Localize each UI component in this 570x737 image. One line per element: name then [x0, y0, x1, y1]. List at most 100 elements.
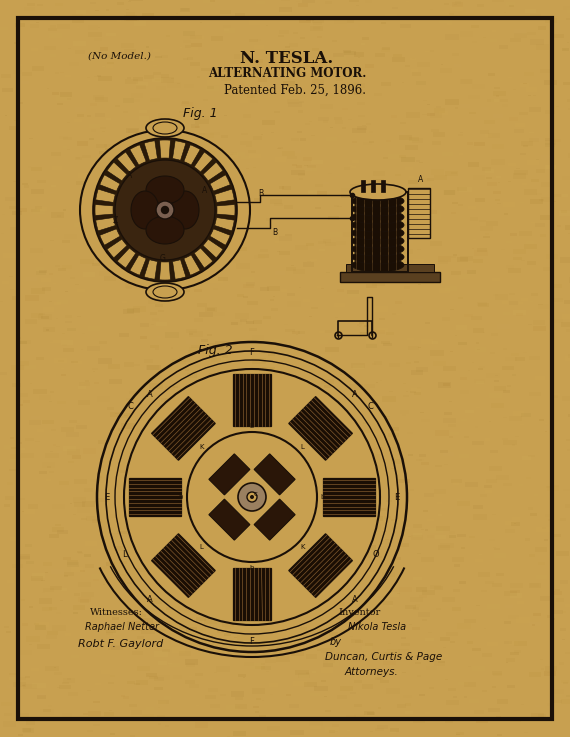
Bar	[434, 593, 438, 595]
Bar	[284, 464, 286, 465]
Bar	[161, 407, 164, 408]
Bar	[157, 385, 167, 389]
Bar	[536, 192, 542, 195]
Bar	[102, 589, 113, 593]
Bar	[556, 598, 564, 601]
Bar	[248, 593, 252, 594]
Bar	[46, 635, 56, 639]
Bar	[431, 129, 439, 132]
Bar	[432, 341, 438, 343]
Bar	[144, 189, 150, 191]
Bar	[301, 489, 309, 493]
Bar	[552, 395, 558, 398]
Polygon shape	[323, 478, 375, 516]
Bar	[351, 635, 361, 639]
Bar	[298, 111, 303, 113]
Bar	[270, 694, 273, 696]
Bar	[85, 131, 93, 135]
Bar	[328, 57, 338, 60]
Bar	[202, 259, 214, 265]
Bar	[320, 104, 332, 109]
Bar	[309, 316, 312, 318]
Bar	[540, 659, 543, 660]
Bar	[404, 287, 410, 289]
Bar	[5, 197, 15, 201]
Bar	[217, 161, 220, 163]
Bar	[50, 55, 56, 57]
Bar	[156, 322, 167, 326]
Bar	[124, 507, 132, 510]
Bar	[483, 3, 486, 4]
Text: b: b	[179, 494, 183, 500]
Bar	[13, 70, 22, 74]
Bar	[283, 205, 294, 209]
Bar	[26, 721, 35, 724]
Bar	[279, 237, 291, 241]
Bar	[259, 352, 264, 354]
Bar	[338, 613, 341, 615]
Bar	[131, 93, 144, 98]
Bar	[503, 203, 515, 207]
Bar	[99, 341, 107, 344]
Bar	[325, 727, 339, 733]
Bar	[255, 397, 268, 402]
Bar	[149, 211, 151, 212]
Bar	[129, 704, 137, 707]
Bar	[111, 550, 124, 555]
Bar	[85, 542, 97, 546]
Bar	[221, 135, 228, 138]
Bar	[72, 455, 82, 458]
Bar	[207, 85, 214, 88]
Bar	[1, 183, 6, 184]
Bar	[178, 204, 189, 208]
Bar	[409, 137, 419, 142]
Bar	[216, 666, 230, 671]
Bar	[127, 582, 132, 584]
Bar	[287, 99, 299, 104]
Bar	[126, 128, 139, 133]
Bar	[153, 446, 157, 447]
Bar	[188, 18, 189, 20]
Bar	[499, 450, 502, 452]
Bar	[176, 539, 182, 542]
Bar	[369, 407, 372, 408]
Bar	[471, 91, 481, 94]
Bar	[107, 62, 114, 64]
Bar	[556, 397, 565, 401]
Bar	[374, 93, 382, 96]
Bar	[447, 290, 458, 294]
Bar	[124, 363, 135, 366]
Bar	[12, 330, 21, 334]
Bar	[556, 551, 569, 556]
Bar	[373, 171, 385, 176]
Bar	[250, 328, 257, 332]
Bar	[225, 626, 231, 629]
Bar	[83, 272, 96, 277]
Bar	[115, 105, 120, 108]
Bar	[127, 621, 140, 626]
Bar	[401, 248, 413, 254]
Bar	[185, 369, 189, 371]
Bar	[230, 462, 241, 467]
Bar	[509, 301, 518, 305]
Bar	[561, 639, 565, 640]
Bar	[399, 136, 412, 141]
Bar	[336, 461, 350, 467]
Bar	[389, 267, 400, 271]
Bar	[245, 418, 258, 423]
Bar	[136, 82, 148, 86]
Bar	[403, 383, 406, 384]
Bar	[277, 452, 286, 455]
Bar	[398, 479, 410, 483]
Bar	[367, 524, 381, 530]
Bar	[83, 713, 88, 715]
Bar	[203, 605, 210, 607]
Bar	[61, 368, 64, 369]
Bar	[290, 512, 302, 517]
Bar	[443, 672, 450, 674]
Bar	[87, 690, 91, 691]
Polygon shape	[254, 454, 295, 495]
Bar	[362, 684, 373, 688]
Bar	[104, 276, 116, 281]
Bar	[119, 140, 128, 144]
